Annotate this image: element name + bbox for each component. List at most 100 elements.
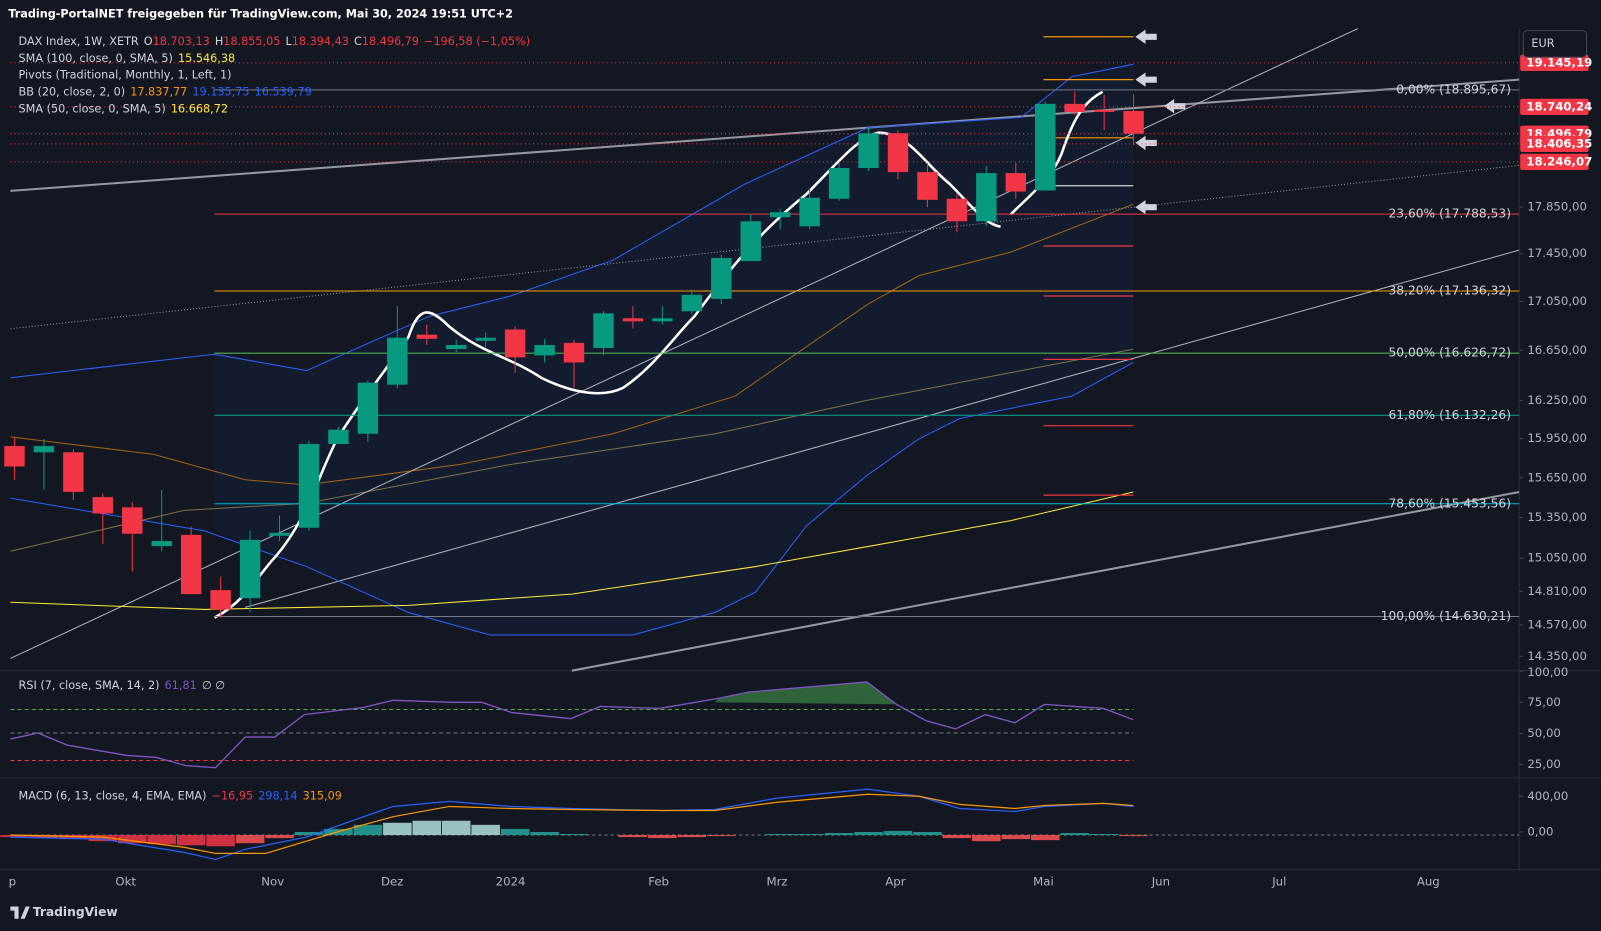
macd-bar — [147, 835, 177, 845]
candle-body — [917, 172, 938, 200]
legend-item: 15.546,38 — [178, 52, 235, 65]
candles — [4, 62, 1520, 618]
legend-item: DAX Index, 1W, XETR — [19, 35, 139, 48]
macd-bar — [913, 831, 942, 836]
candle-body — [799, 197, 820, 227]
candle-body — [180, 534, 202, 595]
x-tick-label: Aug — [1417, 875, 1440, 889]
candle-body — [387, 337, 408, 385]
rsi-tick-label: 25,00 — [1527, 757, 1561, 771]
x-tick-label: Mai — [1033, 875, 1054, 889]
macd-bar — [677, 835, 707, 838]
main-pane — [10, 28, 1520, 672]
candle-body — [269, 532, 290, 536]
candle-body — [151, 540, 172, 547]
macd-signal — [10, 793, 1134, 855]
legend-row: DAX Index, 1W, XETR O18.703,13 H18.855,05 L… — [19, 35, 531, 48]
legend-item: 17.837,77 — [130, 86, 187, 99]
fib-label: 78,60% (15.453,56) — [1388, 496, 1511, 510]
fib-label: 38,20% (17.136,32) — [1388, 284, 1511, 298]
candle-body — [1123, 110, 1144, 134]
x-tick-label: p — [9, 875, 16, 889]
legend-item: −196,58 (−1,05%) — [424, 35, 530, 48]
y-tick-label: 15.950,00 — [1527, 431, 1587, 445]
macd-bar — [706, 835, 736, 837]
macd-bar — [530, 831, 559, 836]
legend-item: Pivots (Traditional, Monthly, 1, Left, 1… — [19, 69, 232, 82]
y-tick-label: 17.050,00 — [1527, 294, 1587, 308]
x-tick-label: Okt — [115, 875, 136, 889]
macd-histogram — [0, 820, 1148, 847]
x-tick-label: Jun — [1151, 875, 1170, 889]
macd-bar — [1060, 833, 1089, 836]
x-tick-label: Mrz — [766, 875, 787, 889]
candle-body — [681, 294, 703, 312]
trendline — [10, 78, 1520, 192]
macd-bar — [854, 831, 883, 836]
legend-row: Pivots (Traditional, Monthly, 1, Left, 1… — [19, 69, 232, 82]
y-tick-label: 17.850,00 — [1527, 200, 1587, 214]
legend-item: BB (20, close, 2, 0) — [19, 86, 126, 99]
rsi-tick-label: 100,00 — [1527, 665, 1568, 679]
fib-label: 50,00% (16.626,72) — [1388, 346, 1511, 360]
macd-tick-label: 400,00 — [1527, 789, 1568, 803]
legend-item: 18.703,13 — [153, 35, 210, 48]
candle-body — [210, 590, 231, 610]
legend-item: 16.539,79 — [255, 86, 312, 99]
candle-body — [1093, 109, 1115, 112]
candle-body — [534, 344, 555, 356]
legend-row: SMA (100, close, 0, SMA, 5) 15.546,38 — [19, 52, 236, 65]
macd-bar — [765, 834, 795, 836]
candle-body — [475, 337, 496, 341]
macd-bar — [206, 835, 235, 847]
macd-bar — [117, 835, 147, 844]
rsi-fill — [714, 681, 897, 705]
price-tag — [1520, 135, 1589, 153]
macd-bar — [795, 834, 824, 836]
macd-bar — [648, 835, 677, 839]
y-tick-label: 17.450,00 — [1527, 246, 1587, 260]
legend-row: MACD (6, 13, close, 4, EMA, EMA) −16,95 29… — [19, 789, 342, 802]
macd-bar — [559, 834, 589, 836]
macd-bar — [824, 833, 854, 836]
macd-bar — [471, 824, 500, 836]
legend-item: L — [286, 35, 293, 48]
annotation-curve — [213, 90, 1104, 619]
macd-bar — [88, 835, 118, 842]
fib-label: 0,00% (18.895,67) — [1396, 82, 1511, 96]
candle-body — [122, 507, 143, 534]
candle-body — [622, 318, 644, 322]
candle-body — [239, 539, 261, 599]
candle-body — [357, 382, 379, 434]
x-tick-label: 2024 — [496, 875, 526, 889]
currency-label: EUR — [1531, 37, 1554, 50]
legend-item: SMA (50, close, 0, SMA, 5) — [19, 103, 166, 116]
macd-bar — [1119, 835, 1148, 837]
candle-body — [1005, 173, 1027, 192]
candle-body — [328, 429, 349, 445]
macd-bar — [1001, 835, 1031, 840]
macd-bar — [618, 835, 648, 838]
candle-body — [1035, 103, 1056, 191]
fib-label: 23,60% (17.788,53) — [1388, 207, 1511, 221]
legend-item: H — [215, 35, 223, 48]
candle-body — [769, 212, 791, 218]
bb-basis — [10, 203, 1134, 486]
y-tick-label: 15.350,00 — [1527, 510, 1587, 524]
y-tick-label: 14.810,00 — [1527, 584, 1587, 598]
pivot-lines — [1043, 36, 1134, 496]
price-tag — [1520, 98, 1589, 116]
candle-body — [946, 198, 968, 222]
price-tag — [1520, 153, 1589, 171]
y-tick-label: 16.250,00 — [1527, 393, 1587, 407]
y-tick-label: 16.650,00 — [1527, 343, 1587, 357]
rsi-line — [10, 681, 1134, 769]
candle-body — [446, 344, 467, 350]
fib-label: 61,80% (16.132,26) — [1388, 408, 1511, 422]
x-tick-label: Dez — [381, 875, 403, 889]
candle-body — [504, 329, 526, 358]
footer-logo — [10, 906, 30, 919]
currency-button[interactable] — [1522, 30, 1588, 58]
arrows — [1135, 29, 1186, 215]
candle-body — [563, 342, 585, 363]
